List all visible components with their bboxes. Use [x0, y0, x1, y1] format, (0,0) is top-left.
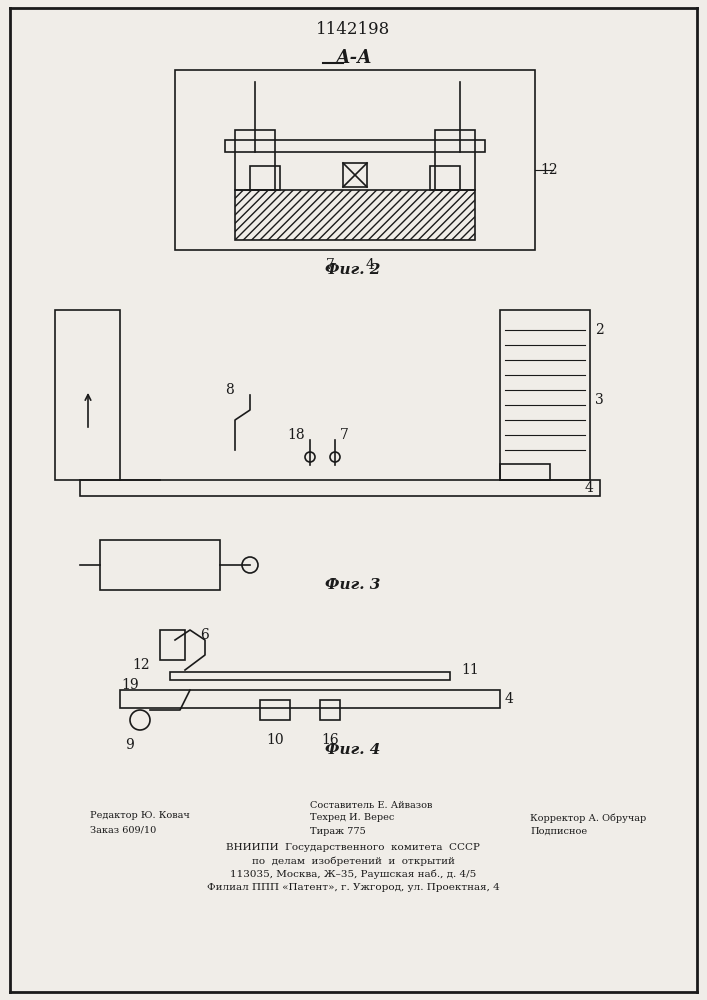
Text: Подписное: Подписное: [530, 826, 587, 836]
Text: по  делам  изобретений  и  открытий: по делам изобретений и открытий: [252, 856, 455, 866]
Bar: [260, 700, 290, 720]
Bar: [500, 464, 550, 480]
Bar: [120, 690, 500, 708]
Text: Составитель Е. Айвазов: Составитель Е. Айвазов: [310, 800, 433, 810]
Text: 9: 9: [126, 738, 134, 752]
Text: 8: 8: [226, 383, 235, 397]
Text: А-А: А-А: [334, 49, 371, 67]
Text: 4: 4: [366, 258, 375, 272]
Text: 2: 2: [595, 323, 604, 337]
Text: 113035, Москва, Ж–35, Раушская наб., д. 4/5: 113035, Москва, Ж–35, Раушская наб., д. …: [230, 869, 476, 879]
Bar: [80, 480, 600, 496]
Text: 12: 12: [132, 658, 150, 672]
Text: Фиг. 3: Фиг. 3: [325, 578, 380, 592]
Bar: [160, 630, 185, 660]
Bar: [500, 310, 590, 480]
Bar: [250, 166, 280, 190]
Text: 6: 6: [200, 628, 209, 642]
Text: 10: 10: [267, 733, 284, 747]
Text: 19: 19: [121, 678, 139, 692]
Text: Корректор А. Обручар: Корректор А. Обручар: [530, 813, 646, 823]
Text: 4: 4: [585, 481, 594, 495]
Bar: [430, 166, 460, 190]
Text: Техред И. Верес: Техред И. Верес: [310, 814, 395, 822]
Bar: [435, 130, 475, 190]
Text: Тираж 775: Тираж 775: [310, 826, 366, 836]
Text: ВНИИПИ  Государственного  комитета  СССР: ВНИИПИ Государственного комитета СССР: [226, 844, 480, 852]
Text: 7: 7: [340, 428, 349, 442]
Text: Заказ 609/10: Заказ 609/10: [90, 826, 156, 834]
Bar: [175, 70, 535, 250]
Text: Фиг. 2: Фиг. 2: [325, 263, 380, 277]
Bar: [343, 163, 367, 187]
Text: 1142198: 1142198: [316, 21, 390, 38]
Text: Редактор Ю. Ковач: Редактор Ю. Ковач: [90, 810, 189, 820]
Text: 11: 11: [461, 663, 479, 677]
Bar: [320, 700, 340, 720]
Text: 4: 4: [505, 692, 514, 706]
Text: 16: 16: [321, 733, 339, 747]
Text: 7: 7: [325, 258, 334, 272]
Text: 12: 12: [540, 163, 558, 177]
Text: Филиал ППП «Патент», г. Ужгород, ул. Проектная, 4: Филиал ППП «Патент», г. Ужгород, ул. Про…: [206, 882, 499, 892]
Bar: [100, 540, 220, 590]
Text: Фиг. 4: Фиг. 4: [325, 743, 380, 757]
Bar: [235, 190, 475, 240]
Bar: [225, 140, 485, 152]
Bar: [170, 672, 450, 680]
Bar: [55, 310, 120, 480]
Bar: [235, 130, 275, 190]
Text: 18: 18: [287, 428, 305, 442]
Text: 3: 3: [595, 393, 604, 407]
